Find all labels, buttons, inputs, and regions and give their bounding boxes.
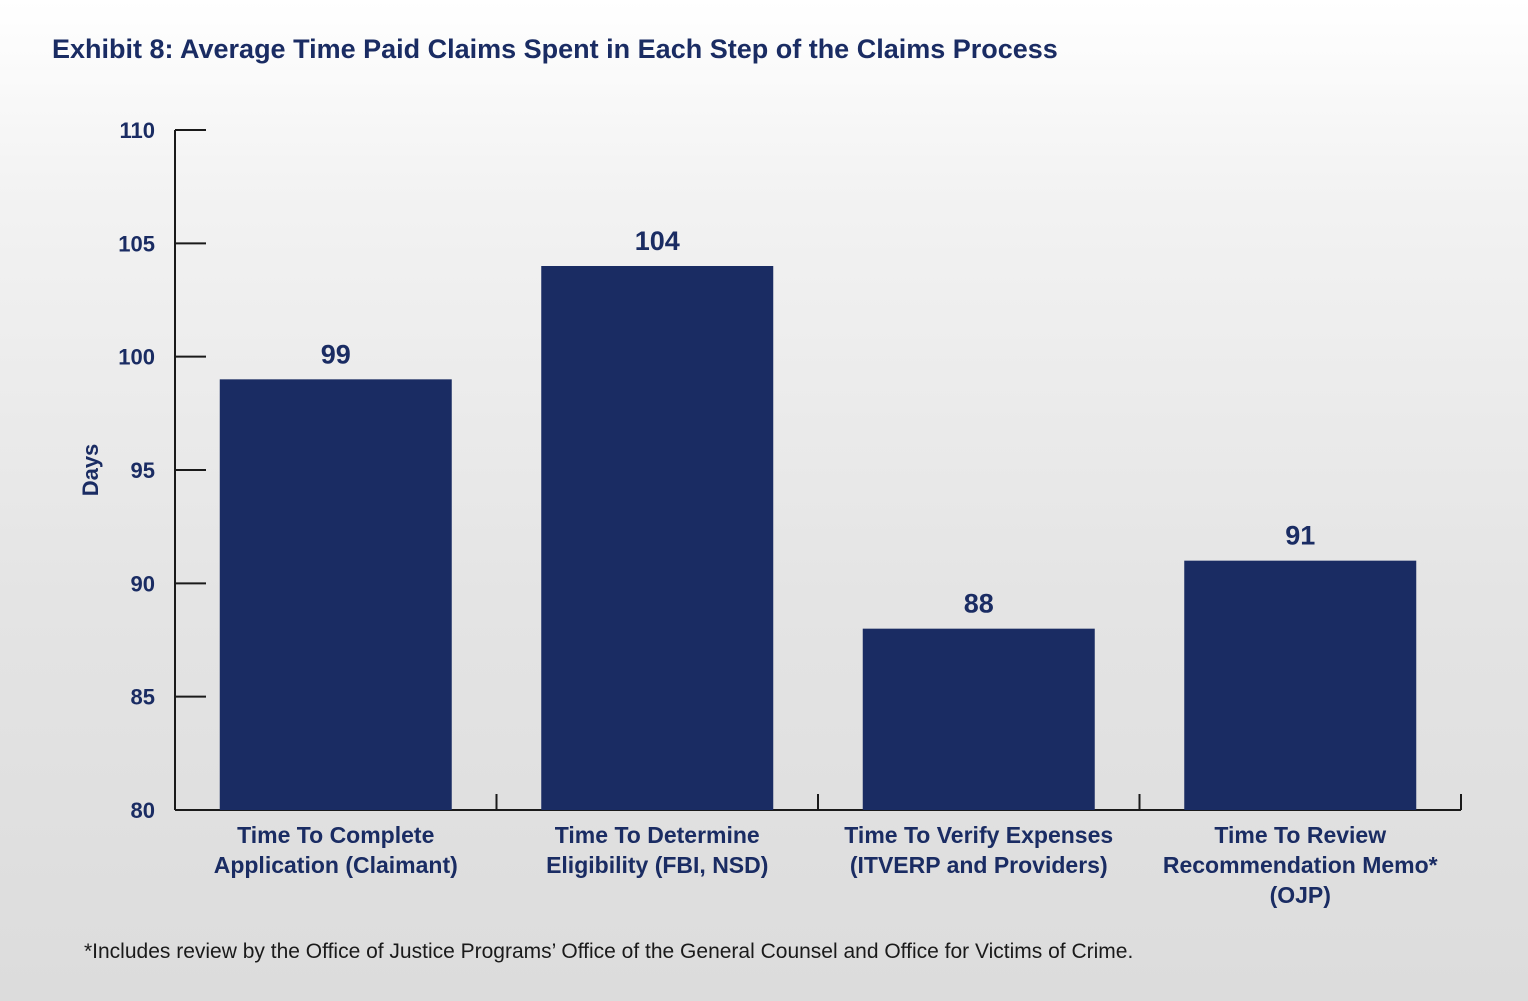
chart-title: Exhibit 8: Average Time Paid Claims Spen… — [52, 34, 1058, 64]
bar — [862, 628, 1095, 810]
bars — [219, 266, 1417, 810]
y-axis-title: Days — [78, 444, 103, 497]
y-tick-label: 95 — [131, 458, 155, 483]
x-category-label: Time To Determine Eligibility (FBI, NSD) — [546, 822, 768, 878]
y-tick-label: 80 — [131, 798, 155, 823]
bar — [1184, 560, 1417, 810]
y-tick-label: 110 — [120, 118, 156, 143]
x-category-label: Time To Review Recommendation Memo* (OJP) — [1163, 822, 1438, 908]
x-category-label: Time To Verify Expenses (ITVERP and Provi… — [844, 822, 1113, 878]
labels: 99 Time To Complete Application (Claimant)… — [214, 226, 1438, 908]
x-category-label: Time To Complete Application (Claimant) — [214, 822, 458, 878]
bar-value-label: 104 — [635, 226, 680, 256]
bar — [219, 379, 452, 810]
bar-value-label: 88 — [964, 589, 994, 619]
footnote: *Includes review by the Office of Justic… — [84, 940, 1134, 963]
y-tick-label: 100 — [118, 345, 155, 370]
bar — [541, 266, 774, 810]
bar-value-label: 91 — [1285, 521, 1315, 551]
y-tick-label: 85 — [131, 685, 155, 710]
bar-value-label: 99 — [321, 339, 351, 369]
y-tick-label: 90 — [131, 571, 155, 596]
y-tick-label: 105 — [118, 231, 155, 256]
